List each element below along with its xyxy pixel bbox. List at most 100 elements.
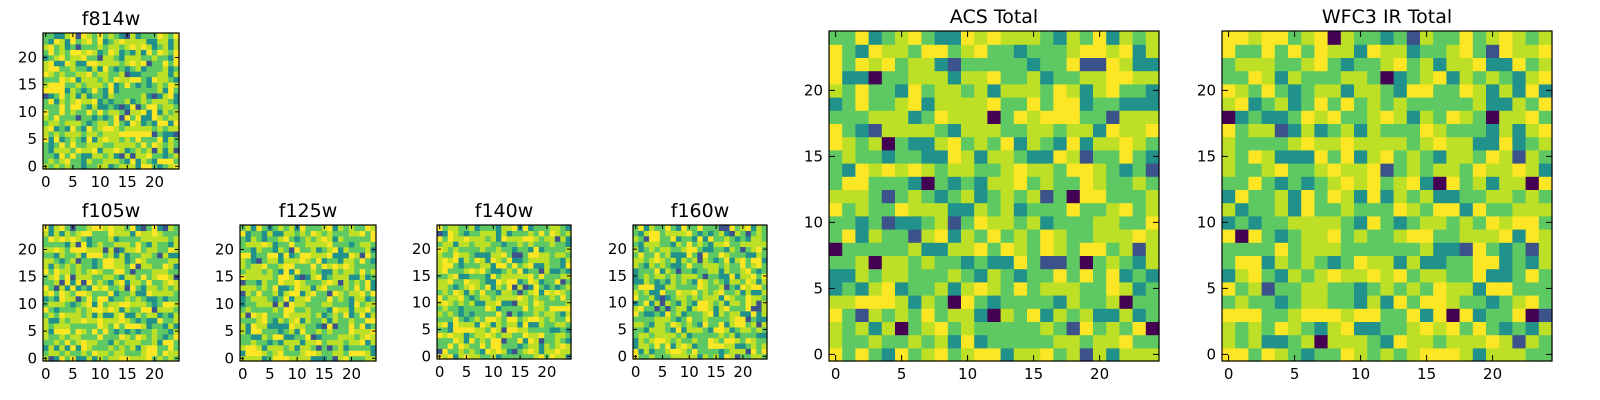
heatmap-cell (1106, 123, 1120, 138)
heatmap-cell (453, 305, 460, 312)
heatmap-cell (654, 326, 661, 333)
heatmap-cell (299, 279, 306, 286)
heatmap-cell (987, 83, 1002, 98)
heatmap-cell (316, 290, 323, 297)
heatmap-cell (697, 273, 704, 280)
heatmap-cell (91, 152, 98, 159)
heatmap-cell (533, 342, 540, 349)
heatmap-cell (474, 353, 481, 360)
heatmap-cell (53, 273, 60, 280)
heatmap-cell (321, 312, 328, 319)
heatmap-cell (97, 152, 104, 159)
heatmap-cell (267, 290, 274, 297)
heatmap-cell (987, 136, 1002, 151)
heatmap-cell (734, 225, 741, 231)
heatmap-cell (173, 125, 180, 132)
heatmap-cell (1274, 57, 1289, 72)
heatmap-cell (146, 71, 153, 78)
heatmap-cell (327, 257, 334, 264)
heatmap-cell (974, 70, 988, 85)
heatmap-cell (1000, 97, 1015, 111)
heatmap-cell (359, 301, 366, 308)
heatmap-cell (947, 136, 962, 151)
heatmap-cell (1354, 334, 1368, 349)
heatmap-cell (332, 284, 339, 291)
heatmap-cell (59, 76, 66, 83)
heatmap-cell (321, 246, 328, 253)
heatmap-cell (702, 300, 709, 306)
heatmap-cell (97, 241, 104, 248)
heatmap-cell (761, 278, 768, 285)
heatmap-cell (168, 43, 175, 50)
heatmap-cell (670, 316, 677, 323)
heatmap-cell (665, 342, 672, 349)
heatmap-cell (560, 278, 567, 285)
heatmap-cell (119, 98, 126, 105)
heatmap-cell (1235, 242, 1249, 256)
heatmap-cell (119, 38, 126, 45)
heatmap-cell (469, 326, 476, 333)
heatmap-cell (130, 103, 137, 110)
heatmap-cell (135, 252, 142, 259)
heatmap-cell (1119, 295, 1134, 309)
y-tick-label: 20 (608, 240, 627, 258)
heatmap-cell (162, 141, 169, 148)
heatmap-cell (1235, 321, 1249, 336)
heatmap-cell (761, 230, 768, 237)
heatmap-cell (961, 321, 975, 336)
heatmap-cell (1380, 215, 1395, 230)
heatmap-cell (490, 342, 497, 349)
heatmap-cell (633, 283, 639, 290)
heatmap-cell (86, 109, 93, 116)
heatmap-cell (321, 263, 328, 270)
heatmap-cell (1486, 242, 1500, 256)
heatmap-cell (544, 241, 551, 248)
heatmap-cell (343, 257, 350, 264)
heatmap-cell (1027, 83, 1041, 98)
heatmap-cell (538, 246, 545, 253)
heatmap-cell (506, 294, 513, 301)
heatmap-cell (908, 281, 922, 296)
heatmap-cell (53, 279, 60, 286)
heatmap-cell (283, 279, 290, 286)
heatmap-cell (245, 295, 252, 302)
heatmap-cell (261, 306, 268, 313)
heatmap-cell (157, 306, 164, 313)
heatmap-cell (305, 328, 312, 335)
heatmap-cell (1393, 334, 1408, 349)
heatmap-cell (102, 141, 109, 148)
heatmap-cell (1393, 308, 1408, 322)
heatmap-cell (59, 279, 66, 286)
heatmap-cell (921, 242, 936, 256)
heatmap-cell (162, 225, 169, 232)
heatmap-cell (713, 267, 720, 274)
heatmap-cell (146, 43, 153, 50)
heatmap-cell (113, 54, 120, 61)
heatmap-cell (528, 337, 535, 344)
heatmap-cell (745, 257, 752, 264)
heatmap-cell (168, 322, 175, 329)
heatmap-cell (756, 230, 763, 237)
heatmap-cell (81, 333, 88, 340)
heatmap-cell (1119, 242, 1134, 256)
heatmap-cell (261, 344, 268, 351)
heatmap-cell (75, 98, 82, 105)
heatmap-cell (686, 305, 693, 312)
heatmap-cell (119, 65, 126, 72)
heatmap-cell (895, 281, 909, 296)
heatmap-cell (365, 241, 372, 248)
heatmap-cell (1472, 281, 1487, 296)
panel-title: f125w (279, 200, 338, 222)
heatmap-cell (756, 289, 763, 296)
heatmap-cell (1525, 308, 1540, 322)
heatmap-cell (474, 348, 481, 355)
heatmap-cell (1486, 189, 1500, 204)
heatmap-cell (102, 109, 109, 116)
heatmap-cell (1040, 136, 1054, 151)
heatmap-cell (713, 316, 720, 323)
heatmap-cell (245, 230, 252, 237)
heatmap-cell (75, 268, 82, 275)
heatmap-cell (659, 326, 666, 333)
heatmap-cell (119, 152, 126, 159)
heatmap-cell (173, 92, 180, 99)
